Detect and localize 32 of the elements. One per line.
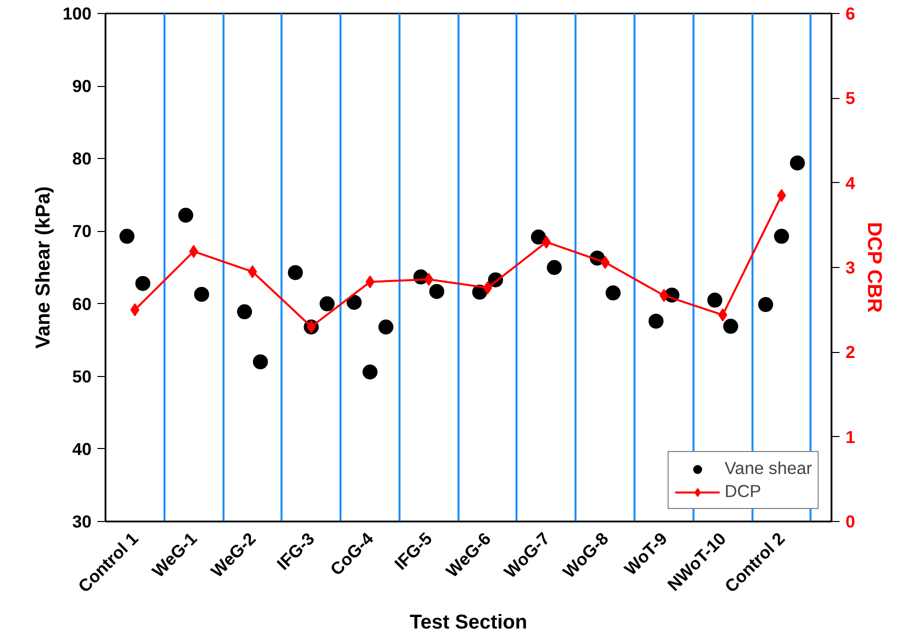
point [777,189,786,202]
y2-tick-label: 1 [846,426,856,447]
point [189,244,198,258]
legend-label: Vane shear [724,458,812,479]
y-tick-label: 90 [72,76,92,96]
y-tick-label: 100 [62,4,92,24]
y-tick-label: 30 [72,512,92,532]
y-tick-label: 40 [72,438,92,459]
y2-tick-label: 4 [846,172,856,193]
y2-tick-label: 3 [846,258,856,278]
y2-tick-label: 0 [846,512,856,532]
point [542,236,551,249]
y-tick-label: 50 [72,366,92,386]
point [130,303,140,316]
y-axis-title: Vane Shear (kPa) [32,186,55,349]
y2-tick-label: 5 [846,88,856,108]
point [718,308,728,322]
y2-axis-title: DCP CBR [863,222,886,314]
y-tick-label: 80 [72,148,92,169]
point [483,281,492,294]
y-tick-label: 70 [72,221,92,242]
point [659,288,668,302]
y2-tick-label: 2 [846,342,856,362]
x-axis-title: Test Section [410,611,528,634]
legend-label: DCP [724,481,762,502]
y-tick-label: 60 [72,294,92,314]
y2-tick-label: 6 [846,4,856,24]
point [306,320,316,334]
point [248,265,257,278]
point [424,272,434,286]
point [366,275,375,288]
point [600,256,610,269]
